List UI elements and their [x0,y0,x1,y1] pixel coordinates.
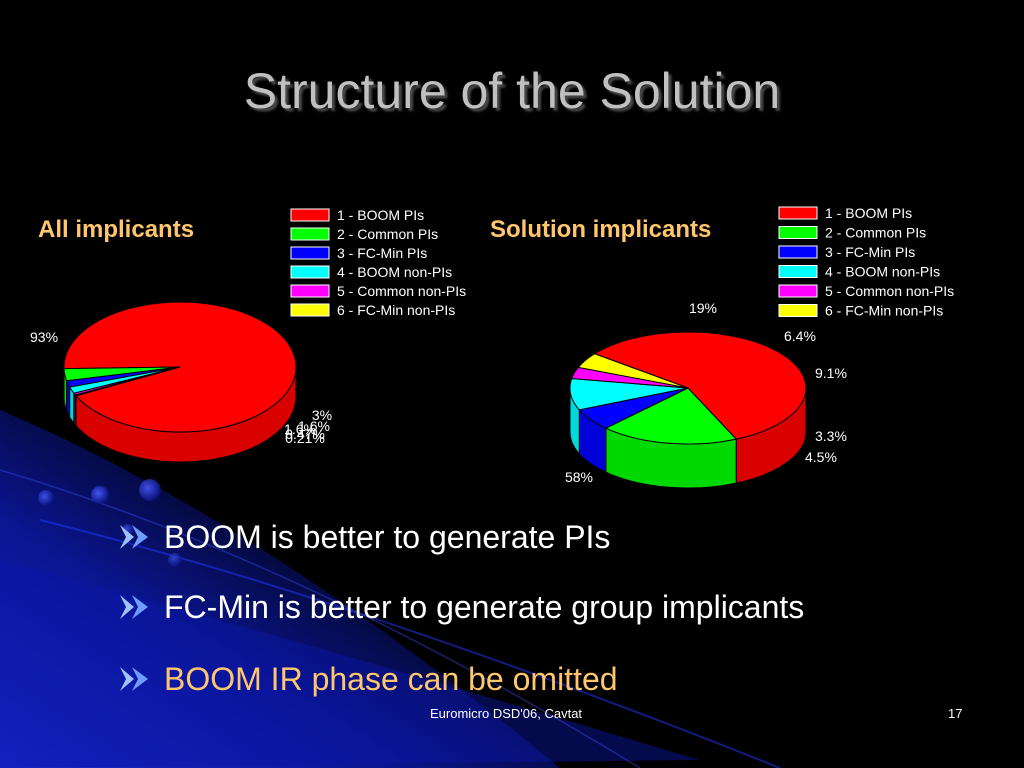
arrow-bullet-icon [120,595,148,619]
legend-swatch-1 [290,208,330,222]
legend-entry-3: 3 - FC-Min PIs [825,244,915,260]
bullet-text: BOOM is better to generate PIs [164,518,611,555]
slice-label-6: 0.21% [285,430,325,446]
slice-label-2: 19% [689,300,717,316]
footer-conference: Euromicro DSD'06, Cavtat [430,706,583,721]
legend-swatch-2 [290,227,330,241]
pie-chart-solution-implicants: 58% 19% 6.4% 9.1% 3.3% 4.5% 1 - BOOM PIs 2 - Co… [565,205,954,489]
footer-page-number: 17 [948,706,963,721]
bullet-item: FC-Min is better to generate group impli… [118,587,804,627]
legend-swatch-3 [778,245,818,259]
slice-label-3: 1.6% [298,418,330,434]
legend-entry-6: 6 - FC-Min non-PIs [825,303,943,319]
pie-slice-6 [577,353,689,389]
chart-title-solution-implicants: Solution implicants [490,216,712,243]
legend-entry-2: 2 - Common PIs [825,225,926,241]
slice-label-5: 3.3% [815,428,847,444]
slice-label-6: 4.5% [805,449,837,465]
slice-label-5: 0.47% [285,426,325,442]
legend-entry-3: 3 - FC-Min PIs [337,245,427,261]
legend-entry-2: 2 - Common PIs [337,226,438,242]
slice-label-1: 58% [565,469,593,485]
legend-swatch-1 [778,206,818,220]
pie-slice-6 [74,366,181,397]
legend-entry-1: 1 - BOOM PIs [825,205,912,221]
bullet-text: FC-Min is better to generate group impli… [164,588,805,625]
bullet-text: BOOM IR phase can be omitted [164,660,618,697]
legend-entry-5: 5 - Common non-PIs [825,283,954,299]
legend-swatch-4 [778,265,818,278]
chart-legend: 1 - BOOM PIs 2 - Common PIs 3 - FC-Min PIs… [290,207,466,318]
legend-swatch-5 [290,284,330,298]
legend-entry-4: 4 - BOOM non-PIs [337,264,452,280]
legend-swatch-6 [290,303,330,317]
chart-legend: 1 - BOOM PIs 2 - Common PIs 3 - FC-Min PIs… [778,205,954,319]
legend-entry-4: 4 - BOOM non-PIs [825,264,940,280]
arrow-bullet-icon [120,525,148,549]
slice-label-4: 9.1% [815,365,847,381]
slice-label-2: 3% [312,407,332,423]
bullet-item: BOOM IR phase can be omitted [118,659,618,699]
slide-title: Structure of the Solution [243,63,781,119]
pie-side-walls [569,387,807,489]
legend-entry-5: 5 - Common non-PIs [337,283,466,299]
pie-slice-1 [593,331,807,440]
slice-label-4: 1.6% [284,421,316,437]
pie-side-6 [74,393,77,428]
legend-swatch-4 [290,265,330,279]
legend-swatch-5 [778,284,818,298]
bullet-item: BOOM is better to generate PIs [118,517,610,557]
legend-swatch-2 [778,226,818,239]
slice-label-3: 6.4% [784,328,816,344]
arrow-bullet-icon [120,667,148,691]
legend-swatch-6 [778,304,818,317]
pie-slice-2 [604,387,738,445]
pie-chart-all-implicants: 93% 3%1.6%1.6%0.47%0.21% 1 - BOOM PIs 2 - C… [30,207,466,463]
slice-label-1: 93% [30,329,58,345]
chart-title-all-implicants: All implicants [38,216,195,243]
legend-entry-6: 6 - FC-Min non-PIs [337,302,455,318]
legend-entry-1: 1 - BOOM PIs [337,207,424,223]
legend-swatch-3 [290,246,330,260]
